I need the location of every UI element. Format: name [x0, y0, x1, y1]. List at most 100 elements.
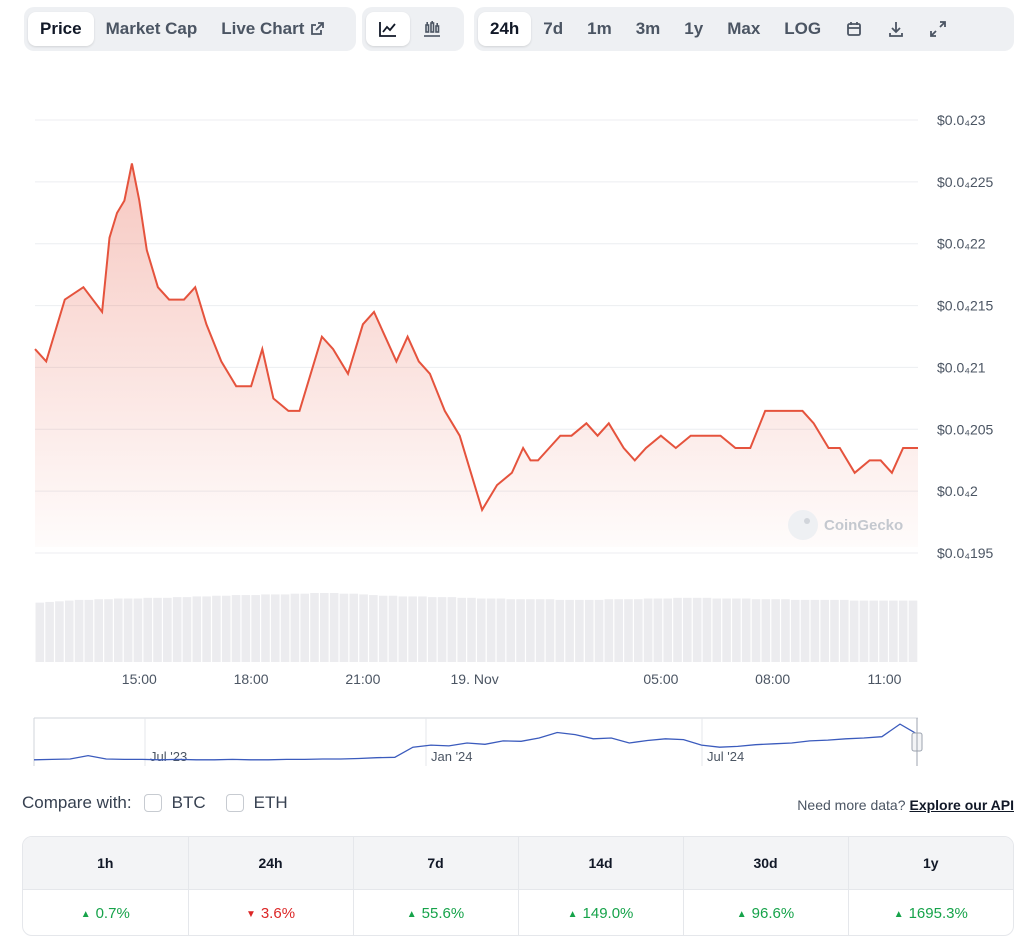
period-header: 1h: [23, 837, 189, 889]
external-link-icon: [309, 21, 325, 37]
volume-bar: [418, 596, 427, 662]
range-1y[interactable]: 1y: [684, 19, 704, 38]
navigator-series: [33, 723, 919, 761]
x-tick-label: 21:00: [345, 671, 380, 687]
volume-bar: [751, 599, 761, 662]
volume-bar: [496, 598, 506, 662]
coingecko-watermark: CoinGecko: [788, 510, 903, 540]
volume-bar: [820, 599, 829, 662]
volume-bar: [182, 597, 192, 662]
volume-bar: [261, 594, 270, 662]
btc-checkbox[interactable]: [143, 794, 162, 812]
change-30d: ▲ 96.6%: [683, 888, 849, 935]
range-1m[interactable]: 1m: [587, 19, 612, 38]
navigator-label: Jul '23: [150, 749, 187, 764]
volume-bar: [898, 600, 908, 662]
calendar-button[interactable]: [833, 12, 875, 46]
volume-bar: [869, 600, 879, 662]
volume-bar: [810, 599, 820, 662]
x-tick-label: 18:00: [234, 671, 269, 687]
volume-bar: [349, 593, 359, 662]
volume-bar: [771, 599, 780, 662]
tab-live-chart[interactable]: Live Chart: [209, 12, 337, 46]
price-line: [34, 163, 918, 513]
down-arrow-icon: ▼: [245, 908, 256, 920]
volume-bar: [320, 593, 329, 662]
volume-bar: [192, 596, 202, 662]
change-1y: ▲ 1695.3%: [848, 888, 1013, 935]
volume-bar: [889, 600, 898, 662]
volume-bar: [447, 597, 457, 662]
volume-bar: [830, 599, 839, 662]
volume-bar: [221, 595, 231, 662]
expand-icon: [929, 20, 947, 38]
volume-bar: [722, 598, 731, 662]
period-header: 7d: [353, 837, 519, 889]
volume-bar: [486, 598, 496, 662]
volume-bar: [633, 599, 643, 662]
download-icon: [887, 20, 905, 38]
eth-label: ETH: [253, 793, 288, 812]
chart-view-toggle: [362, 7, 464, 51]
tab-market-cap[interactable]: Market Cap: [105, 19, 198, 38]
x-tick-label: 15:00: [122, 671, 157, 687]
change-14d: ▲ 149.0%: [518, 888, 684, 935]
expand-button[interactable]: [917, 12, 959, 46]
volume-bar: [555, 599, 565, 662]
time-range-tabs: 24h 7d 1m 3m 1y Max LOG: [474, 7, 1014, 51]
volume-bar: [369, 595, 378, 662]
download-button[interactable]: [875, 12, 917, 46]
volume-bar: [310, 593, 319, 662]
volume-bar: [879, 600, 888, 662]
tab-price[interactable]: Price: [28, 12, 94, 46]
volume-bar: [74, 599, 84, 662]
volume-bar: [506, 599, 516, 662]
navigator-handle[interactable]: [911, 718, 923, 766]
eth-checkbox[interactable]: [225, 794, 244, 812]
volume-bar: [133, 598, 143, 662]
compare-eth[interactable]: ETH: [225, 793, 288, 813]
volume-bar: [673, 597, 682, 662]
candlestick-button[interactable]: [410, 12, 454, 46]
volume-bars: [35, 593, 918, 662]
up-arrow-icon: ▲: [406, 908, 417, 920]
volume-bar: [378, 595, 388, 662]
volume-bar: [113, 598, 123, 662]
line-chart-button[interactable]: [366, 12, 410, 46]
range-7d[interactable]: 7d: [543, 19, 564, 38]
y-tick-label: $0.0₄2: [937, 483, 978, 499]
compare-btc[interactable]: BTC: [143, 793, 206, 813]
volume-bar: [516, 599, 525, 662]
range-3m[interactable]: 3m: [635, 19, 661, 38]
x-tick-label: 05:00: [643, 671, 678, 687]
volume-bar: [339, 593, 349, 662]
y-tick-label: $0.0₄21: [937, 359, 986, 375]
volume-bar: [741, 598, 751, 662]
volume-bar: [683, 597, 692, 662]
volume-bar: [359, 594, 368, 662]
up-arrow-icon: ▲: [736, 908, 747, 920]
explore-api-link[interactable]: Explore our API: [909, 797, 1014, 813]
volume-bar: [300, 593, 310, 662]
volume-bar: [565, 599, 574, 662]
period-header: 14d: [518, 837, 684, 889]
candlestick-icon: [422, 20, 442, 38]
volume-bar: [712, 598, 722, 662]
change-24h: ▼ 3.6%: [188, 888, 354, 935]
volume-bar: [55, 601, 64, 662]
watermark-text: CoinGecko: [824, 517, 903, 534]
y-tick-label: $0.0₄23: [937, 112, 986, 128]
range-24h[interactable]: 24h: [478, 12, 532, 46]
y-tick-label: $0.0₄205: [937, 421, 994, 437]
price-chart[interactable]: $0.0₄23 $0.0₄225 $0.0₄22 $0.0₄215 $0.0₄21 $0.…: [0, 0, 1024, 700]
up-arrow-icon: ▲: [567, 908, 578, 920]
navigator-label: Jan '24: [431, 749, 473, 764]
volume-bar: [790, 599, 800, 662]
volume-bar: [241, 595, 251, 662]
x-axis: 15:00 18:00 21:00 19. Nov 05:00 08:00 11:00: [122, 671, 902, 687]
y-tick-label: $0.0₄22: [937, 236, 986, 252]
volume-bar: [231, 595, 241, 662]
range-log[interactable]: LOG: [784, 19, 822, 38]
volume-bar: [290, 593, 300, 662]
range-max[interactable]: Max: [727, 19, 761, 38]
